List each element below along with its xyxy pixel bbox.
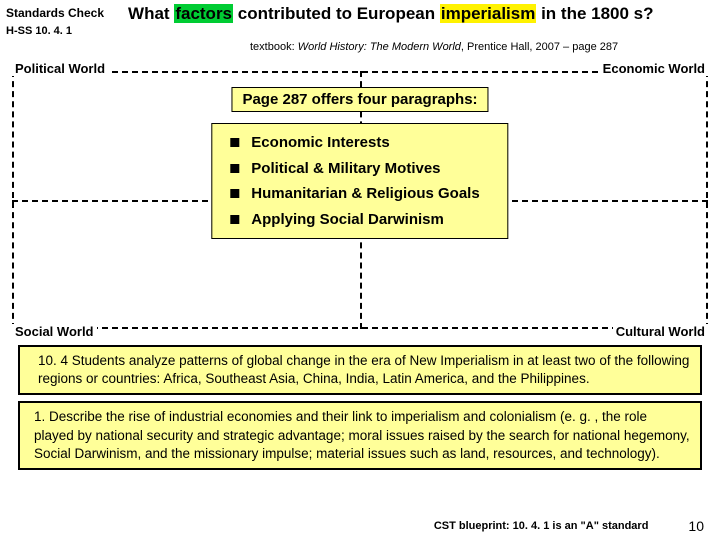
footer: CST blueprint: 10. 4. 1 is an "A" standa… <box>434 518 704 534</box>
list-label: Applying Social Darwinism <box>251 207 444 233</box>
paragraph-list: Economic Interests Political & Military … <box>211 123 508 239</box>
page-number: 10 <box>688 518 704 534</box>
quadrant-diagram: Political World Economic World Social Wo… <box>12 61 708 339</box>
q-pre: What <box>128 4 174 23</box>
list-label: Humanitarian & Religious Goals <box>251 181 479 207</box>
q-factors: factors <box>174 4 233 23</box>
quad-label-cultural: Cultural World <box>613 324 708 339</box>
q-post: in the 1800 s? <box>536 4 653 23</box>
main-question: What factors contributed to European imp… <box>128 4 653 24</box>
header-row: Standards Check What factors contributed… <box>0 0 720 24</box>
paragraph-heading: Page 287 offers four paragraphs: <box>231 87 488 112</box>
standard-code: H-SS 10. 4. 1 <box>0 25 720 37</box>
textbook-citation: textbook: World History: The Modern Worl… <box>0 41 720 53</box>
list-item: Economic Interests <box>230 130 479 156</box>
bullet-icon <box>230 138 239 147</box>
textbook-pub: , Prentice Hall, 2007 <box>461 41 563 53</box>
standard-description-box: 10. 4 Students analyze patterns of globa… <box>18 345 702 395</box>
list-item: Applying Social Darwinism <box>230 207 479 233</box>
textbook-page: – page 287 <box>563 41 618 53</box>
list-item: Humanitarian & Religious Goals <box>230 181 479 207</box>
standards-check-label: Standards Check <box>6 4 104 20</box>
bullet-icon <box>230 189 239 198</box>
list-item: Political & Military Motives <box>230 156 479 182</box>
quad-label-economic: Economic World <box>600 61 708 76</box>
list-label: Political & Military Motives <box>251 156 440 182</box>
cst-blueprint: CST blueprint: 10. 4. 1 is an "A" standa… <box>434 520 649 532</box>
textbook-label: textbook: <box>250 41 298 53</box>
list-label: Economic Interests <box>251 130 389 156</box>
quad-label-political: Political World <box>12 61 108 76</box>
bullet-icon <box>230 164 239 173</box>
quad-label-social: Social World <box>12 324 97 339</box>
bullet-icon <box>230 215 239 224</box>
q-mid: contributed to European <box>233 4 440 23</box>
substandard-description: 1. Describe the rise of industrial econo… <box>34 409 690 460</box>
substandard-description-box: 1. Describe the rise of industrial econo… <box>18 401 702 470</box>
standard-description: 10. 4 Students analyze patterns of globa… <box>38 353 689 386</box>
textbook-title: World History: The Modern World <box>298 41 461 53</box>
q-imperialism: imperialism <box>440 4 537 23</box>
